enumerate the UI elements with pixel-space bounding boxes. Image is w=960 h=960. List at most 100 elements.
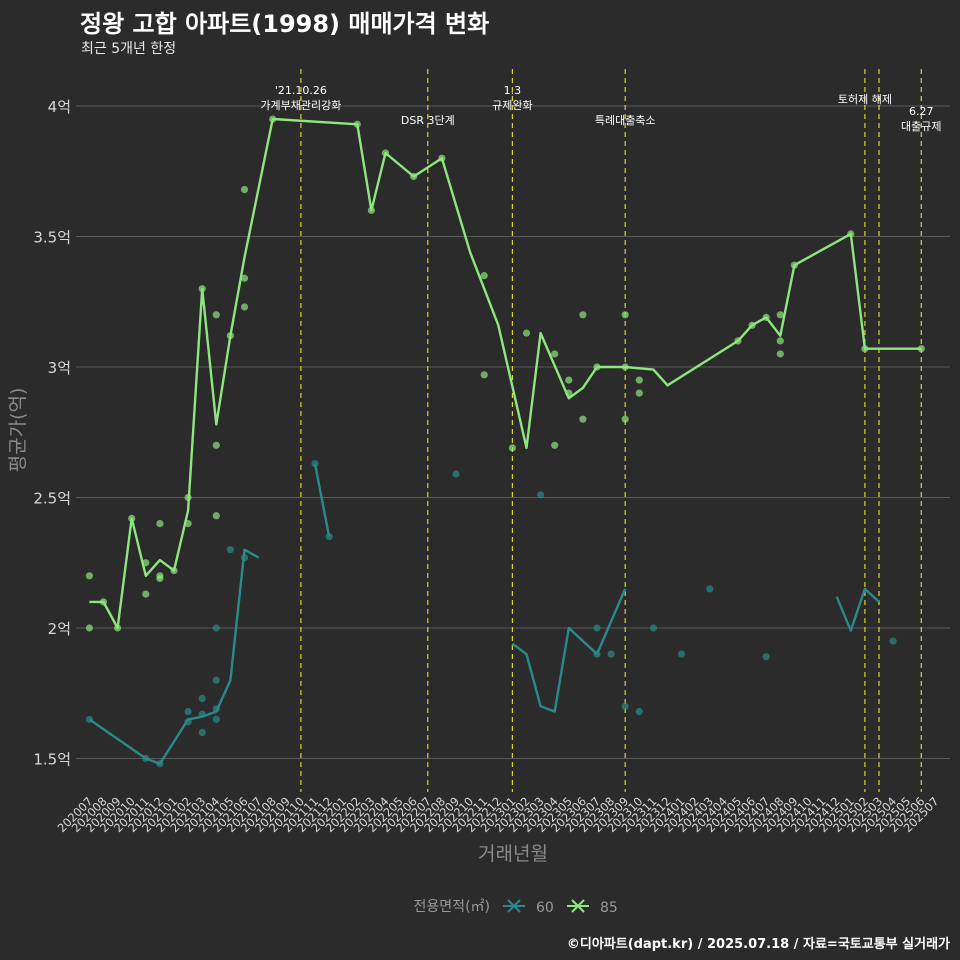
event-label: 1.3 xyxy=(504,84,522,97)
event-label: 6.27 xyxy=(909,105,934,118)
data-point-85 xyxy=(99,598,108,606)
data-point-85 xyxy=(776,311,784,319)
event-label: 규제완화 xyxy=(492,99,532,112)
y-tick-label: 1.5억 xyxy=(33,751,71,769)
source-caption: ©디아파트(dapt.kr) / 2025.07.18 / 자료=국토교통부 실… xyxy=(566,937,950,952)
data-point-85 xyxy=(861,345,869,353)
data-point-60 xyxy=(649,624,658,632)
data-point-85 xyxy=(551,350,559,358)
series-line-60 xyxy=(88,463,880,765)
event-label: 특례대출축소 xyxy=(595,114,656,127)
data-point-60 xyxy=(85,715,93,723)
data-point-85 xyxy=(635,376,643,384)
data-point-85 xyxy=(240,303,249,311)
data-point-85 xyxy=(748,321,756,329)
data-point-85 xyxy=(184,520,192,528)
event-label: DSR 3단계 xyxy=(401,114,455,127)
data-point-60 xyxy=(198,728,206,737)
data-point-85 xyxy=(226,332,234,340)
event-label: 가계부채관리강화 xyxy=(260,99,341,112)
data-point-85 xyxy=(480,371,488,379)
data-point-85 xyxy=(621,363,629,371)
y-tick-label: 2억 xyxy=(48,620,71,638)
data-point-60 xyxy=(593,650,601,658)
data-point-85 xyxy=(621,311,629,319)
data-point-60 xyxy=(762,653,770,661)
data-point-60 xyxy=(635,707,643,716)
data-point-85 xyxy=(480,272,488,280)
data-point-85 xyxy=(240,274,249,282)
data-point-85 xyxy=(128,514,136,522)
legend-key-mark-60 xyxy=(507,899,521,913)
data-point-85 xyxy=(438,154,446,162)
data-point-85 xyxy=(240,185,249,194)
data-point-60 xyxy=(226,546,234,554)
data-point-85 xyxy=(847,230,855,238)
data-point-85 xyxy=(212,311,220,319)
data-point-85 xyxy=(776,350,784,358)
data-point-85 xyxy=(142,590,150,598)
data-point-60 xyxy=(706,585,714,593)
data-point-85 xyxy=(551,441,559,449)
data-point-60 xyxy=(452,470,460,478)
data-point-60 xyxy=(621,702,629,710)
data-point-60 xyxy=(537,491,545,499)
data-point-85 xyxy=(635,389,643,397)
data-point-60 xyxy=(311,459,319,468)
legend-label-85: 85 xyxy=(600,900,618,916)
data-point-85 xyxy=(156,520,164,528)
series-line-85 xyxy=(89,117,922,630)
data-point-60 xyxy=(212,715,220,723)
data-point-60 xyxy=(678,650,686,658)
data-point-60 xyxy=(184,718,192,726)
chart-subtitle: 최근 5개년 한정 xyxy=(81,41,177,57)
data-point-85 xyxy=(170,566,178,575)
data-point-60 xyxy=(212,676,220,684)
data-point-85 xyxy=(184,493,192,502)
data-point-60 xyxy=(198,710,206,718)
data-point-85 xyxy=(579,311,587,319)
data-point-60 xyxy=(184,707,192,716)
data-point-60 xyxy=(240,553,249,562)
event-label: '21.10.26 xyxy=(275,84,327,97)
event-label: 대출규제 xyxy=(901,120,941,133)
legend-key-mark-85 xyxy=(571,899,585,913)
chart-title: 정왕 고합 아파트(1998) 매매가격 변화 xyxy=(80,10,490,38)
data-point-85 xyxy=(198,285,206,293)
y-tick-label: 4억 xyxy=(48,98,71,116)
data-point-85 xyxy=(381,149,390,157)
y-tick-label: 2.5억 xyxy=(33,490,71,508)
data-point-85 xyxy=(212,512,220,520)
data-point-85 xyxy=(410,172,418,181)
data-point-85 xyxy=(734,337,742,345)
data-point-85 xyxy=(269,115,277,123)
data-point-85 xyxy=(508,444,516,452)
data-point-85 xyxy=(565,389,573,397)
y-tick-label: 3억 xyxy=(48,359,71,377)
data-point-85 xyxy=(114,624,122,632)
data-point-85 xyxy=(156,574,164,583)
data-point-60 xyxy=(142,754,150,763)
legend-label-60: 60 xyxy=(536,900,554,916)
data-point-60 xyxy=(212,705,220,713)
data-point-60 xyxy=(325,533,333,541)
y-axis-title: 평균가(억) xyxy=(7,388,29,473)
data-point-85 xyxy=(522,329,531,337)
data-point-60 xyxy=(607,650,615,658)
data-point-60 xyxy=(889,637,897,645)
data-point-60 xyxy=(593,624,601,632)
data-point-85 xyxy=(593,363,601,371)
data-point-85 xyxy=(579,415,587,423)
data-point-60 xyxy=(198,694,206,703)
data-point-85 xyxy=(776,337,784,345)
data-point-60 xyxy=(156,760,164,768)
data-point-85 xyxy=(353,120,361,128)
y-tick-label: 3.5억 xyxy=(33,229,71,247)
data-point-85 xyxy=(142,559,150,567)
x-axis-title: 거래년월 xyxy=(478,843,548,865)
legend-title: 전용면적(㎡) xyxy=(414,899,490,915)
data-point-85 xyxy=(790,261,799,269)
data-point-85 xyxy=(85,624,93,632)
data-point-85 xyxy=(762,313,770,322)
